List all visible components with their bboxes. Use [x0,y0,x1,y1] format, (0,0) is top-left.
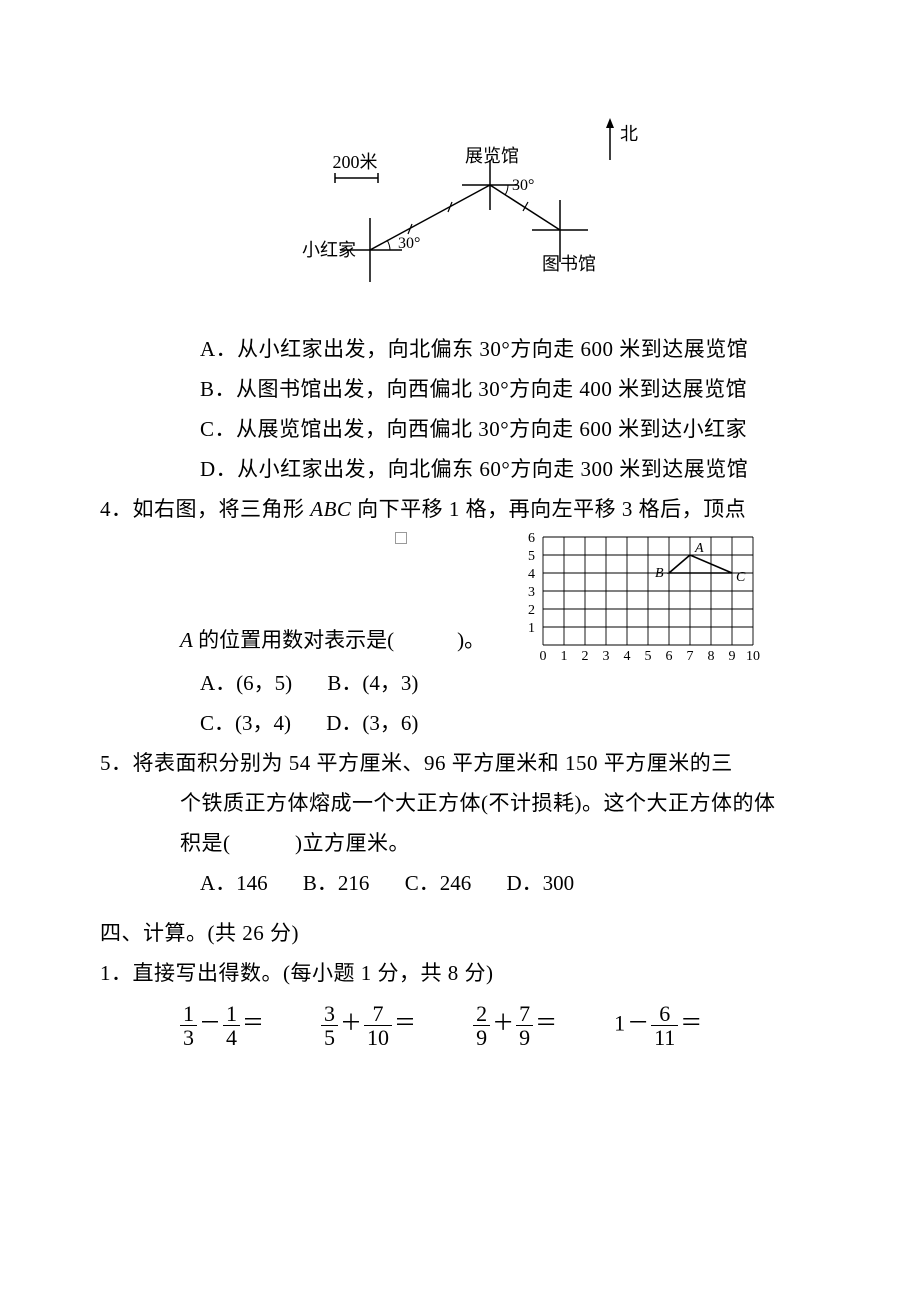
svg-text:1: 1 [528,621,535,636]
equations-row: 13－14＝ 35＋710＝ 29＋79＝ 1－611＝ [180,1002,800,1049]
q3-opt-d: D．从小红家出发，向北偏东 60°方向走 300 米到达展览馆 [200,450,800,490]
q4-opts-row1: A．(6，5) B．(4，3) [200,664,800,704]
q5-l2: 个铁质正方体熔成一个大正方体(不计损耗)。这个大正方体的体 [180,784,800,824]
q5-opt-d: D．300 [506,864,574,904]
q5-opts: A．146 B．216 C．246 D．300 [200,864,800,904]
eq1: 13－14＝ [180,1002,266,1049]
angle1-label: 30° [398,235,420,252]
angle2-label: 30° [512,177,534,194]
q3-opt-a: A．从小红家出发，向北偏东 30°方向走 600 米到达展览馆 [200,330,800,370]
q4-opts-row2: C．(3，4) D．(3，6) [200,704,800,744]
sec4-header: 四、计算。(共 26 分) [100,914,800,954]
svg-text:0: 0 [540,649,547,664]
exhibition-label: 展览馆 [465,146,519,166]
direction-svg: 北 200米 小红家 展览馆 图书馆 [240,110,660,305]
q4-grid: 6 5 4 3 2 1 0 1 2 3 4 5 6 7 8 9 10 A B C [513,529,768,664]
eq4: 1－611＝ [614,1002,704,1049]
svg-text:8: 8 [708,649,715,664]
library-label: 图书馆 [542,254,596,274]
q4-stem: 4．如右图，将三角形 ABC 向下平移 1 格，再向左平移 3 格后，顶点 [100,490,800,530]
q4-abc: ABC [310,497,351,521]
watermark-box [395,532,407,544]
q4-stem-post: 向下平移 1 格，再向左平移 3 格后，顶点 [351,497,746,521]
q4-line2: A 的位置用数对表示是( )。 [180,529,485,661]
eq2: 35＋710＝ [321,1002,418,1049]
svg-text:5: 5 [528,549,535,564]
q4-line2-post: 的位置用数对表示是( )。 [193,628,485,652]
q3-opt-b: B．从图书馆出发，向西偏北 30°方向走 400 米到达展览馆 [200,370,800,410]
svg-text:2: 2 [582,649,589,664]
q5-opt-a: A．146 [200,864,268,904]
home-label: 小红家 [302,240,356,260]
q4-opt-a: A．(6，5) [200,664,292,704]
north-label: 北 [620,124,638,144]
svg-text:9: 9 [729,649,736,664]
q4-opt-d: D．(3，6) [326,704,418,744]
q4-opt-c: C．(3，4) [200,704,291,744]
svg-text:2: 2 [528,603,535,618]
svg-text:7: 7 [687,649,694,664]
svg-text:4: 4 [528,567,535,582]
svg-text:3: 3 [528,585,535,600]
grid-label-c: C [736,570,746,585]
grid-label-b: B [655,566,664,581]
svg-text:10: 10 [746,649,760,664]
sec4-sub1: 1．直接写出得数。(每小题 1 分，共 8 分) [100,954,800,994]
q5-l3: 积是( )立方厘米。 [180,824,800,864]
svg-text:3: 3 [603,649,610,664]
direction-diagram: 北 200米 小红家 展览馆 图书馆 [100,110,800,310]
q4-stem-pre: 4．如右图，将三角形 [100,497,310,521]
svg-text:1: 1 [561,649,568,664]
svg-text:4: 4 [624,649,631,664]
q4-a-letter: A [180,628,193,652]
svg-text:6: 6 [528,531,535,546]
q3-opt-c: C．从展览馆出发，向西偏北 30°方向走 600 米到达小红家 [200,410,800,450]
eq3: 29＋79＝ [473,1002,559,1049]
q5-opt-c: C．246 [405,864,472,904]
q5-opt-b: B．216 [303,864,370,904]
svg-text:6: 6 [666,649,673,664]
q4-opt-b: B．(4，3) [327,664,418,704]
grid-label-a: A [694,541,704,556]
svg-text:5: 5 [645,649,652,664]
scale-label: 200米 [333,152,378,172]
q5-l1: 5．将表面积分别为 54 平方厘米、96 平方厘米和 150 平方厘米的三 [100,744,800,784]
